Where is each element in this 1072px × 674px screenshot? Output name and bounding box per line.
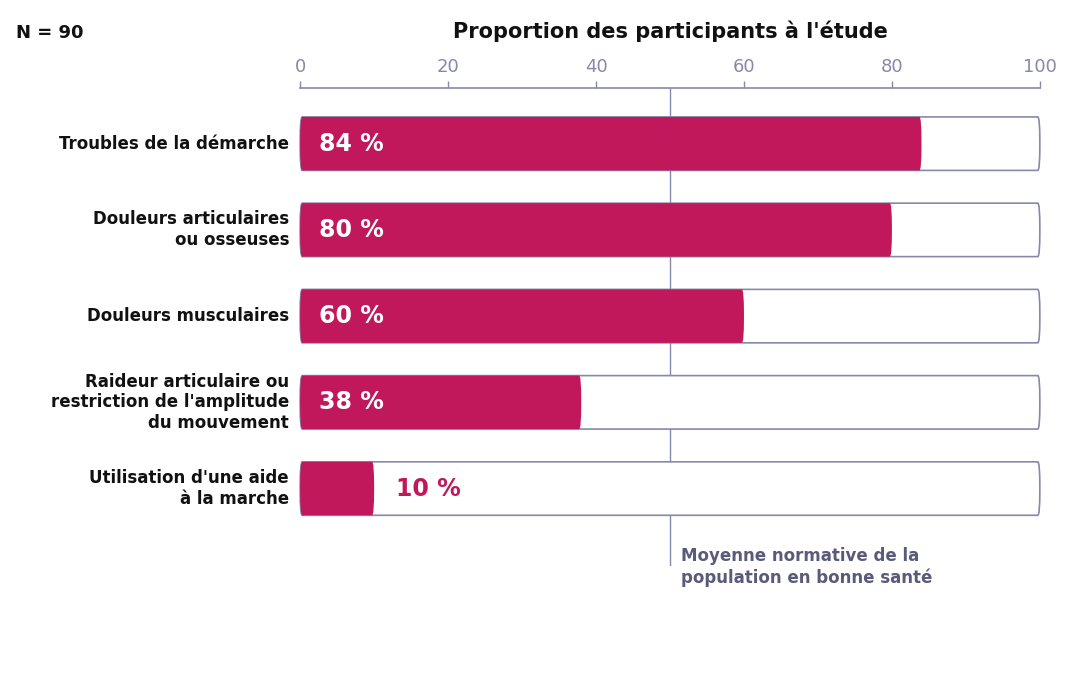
Text: 80 %: 80 % bbox=[318, 218, 384, 242]
Title: Proportion des participants à l'étude: Proportion des participants à l'étude bbox=[452, 21, 888, 42]
Text: Douleurs musculaires: Douleurs musculaires bbox=[87, 307, 289, 325]
FancyBboxPatch shape bbox=[300, 289, 1040, 343]
FancyBboxPatch shape bbox=[300, 117, 1040, 171]
Text: 84 %: 84 % bbox=[318, 131, 384, 156]
FancyBboxPatch shape bbox=[300, 375, 581, 429]
Text: Moyenne normative de la
population en bonne santé: Moyenne normative de la population en bo… bbox=[681, 547, 933, 586]
Text: 60 %: 60 % bbox=[318, 304, 384, 328]
FancyBboxPatch shape bbox=[300, 462, 374, 516]
Text: N = 90: N = 90 bbox=[16, 24, 84, 42]
Text: Utilisation d'une aide
à la marche: Utilisation d'une aide à la marche bbox=[89, 469, 289, 508]
FancyBboxPatch shape bbox=[300, 203, 892, 257]
Text: Raideur articulaire ou
restriction de l'amplitude
du mouvement: Raideur articulaire ou restriction de l'… bbox=[50, 373, 289, 432]
FancyBboxPatch shape bbox=[300, 203, 1040, 257]
FancyBboxPatch shape bbox=[300, 289, 744, 343]
Text: Douleurs articulaires
ou osseuses: Douleurs articulaires ou osseuses bbox=[93, 210, 289, 249]
FancyBboxPatch shape bbox=[300, 117, 922, 171]
Text: 38 %: 38 % bbox=[318, 390, 384, 415]
Text: 10 %: 10 % bbox=[397, 477, 461, 501]
Text: Troubles de la démarche: Troubles de la démarche bbox=[59, 135, 289, 153]
FancyBboxPatch shape bbox=[300, 375, 1040, 429]
FancyBboxPatch shape bbox=[300, 462, 1040, 516]
